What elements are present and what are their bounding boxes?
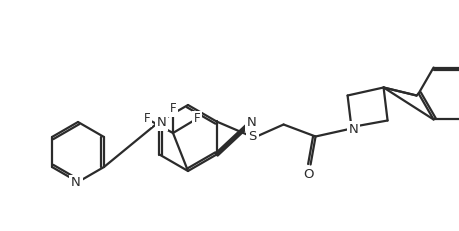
Text: N: N <box>71 176 81 189</box>
Text: O: O <box>302 168 313 181</box>
Text: F: F <box>193 112 200 125</box>
Text: S: S <box>248 130 256 143</box>
Text: F: F <box>143 112 150 125</box>
Text: N: N <box>156 116 166 129</box>
Text: N: N <box>246 116 256 129</box>
Text: N: N <box>348 123 358 136</box>
Text: F: F <box>169 103 176 116</box>
